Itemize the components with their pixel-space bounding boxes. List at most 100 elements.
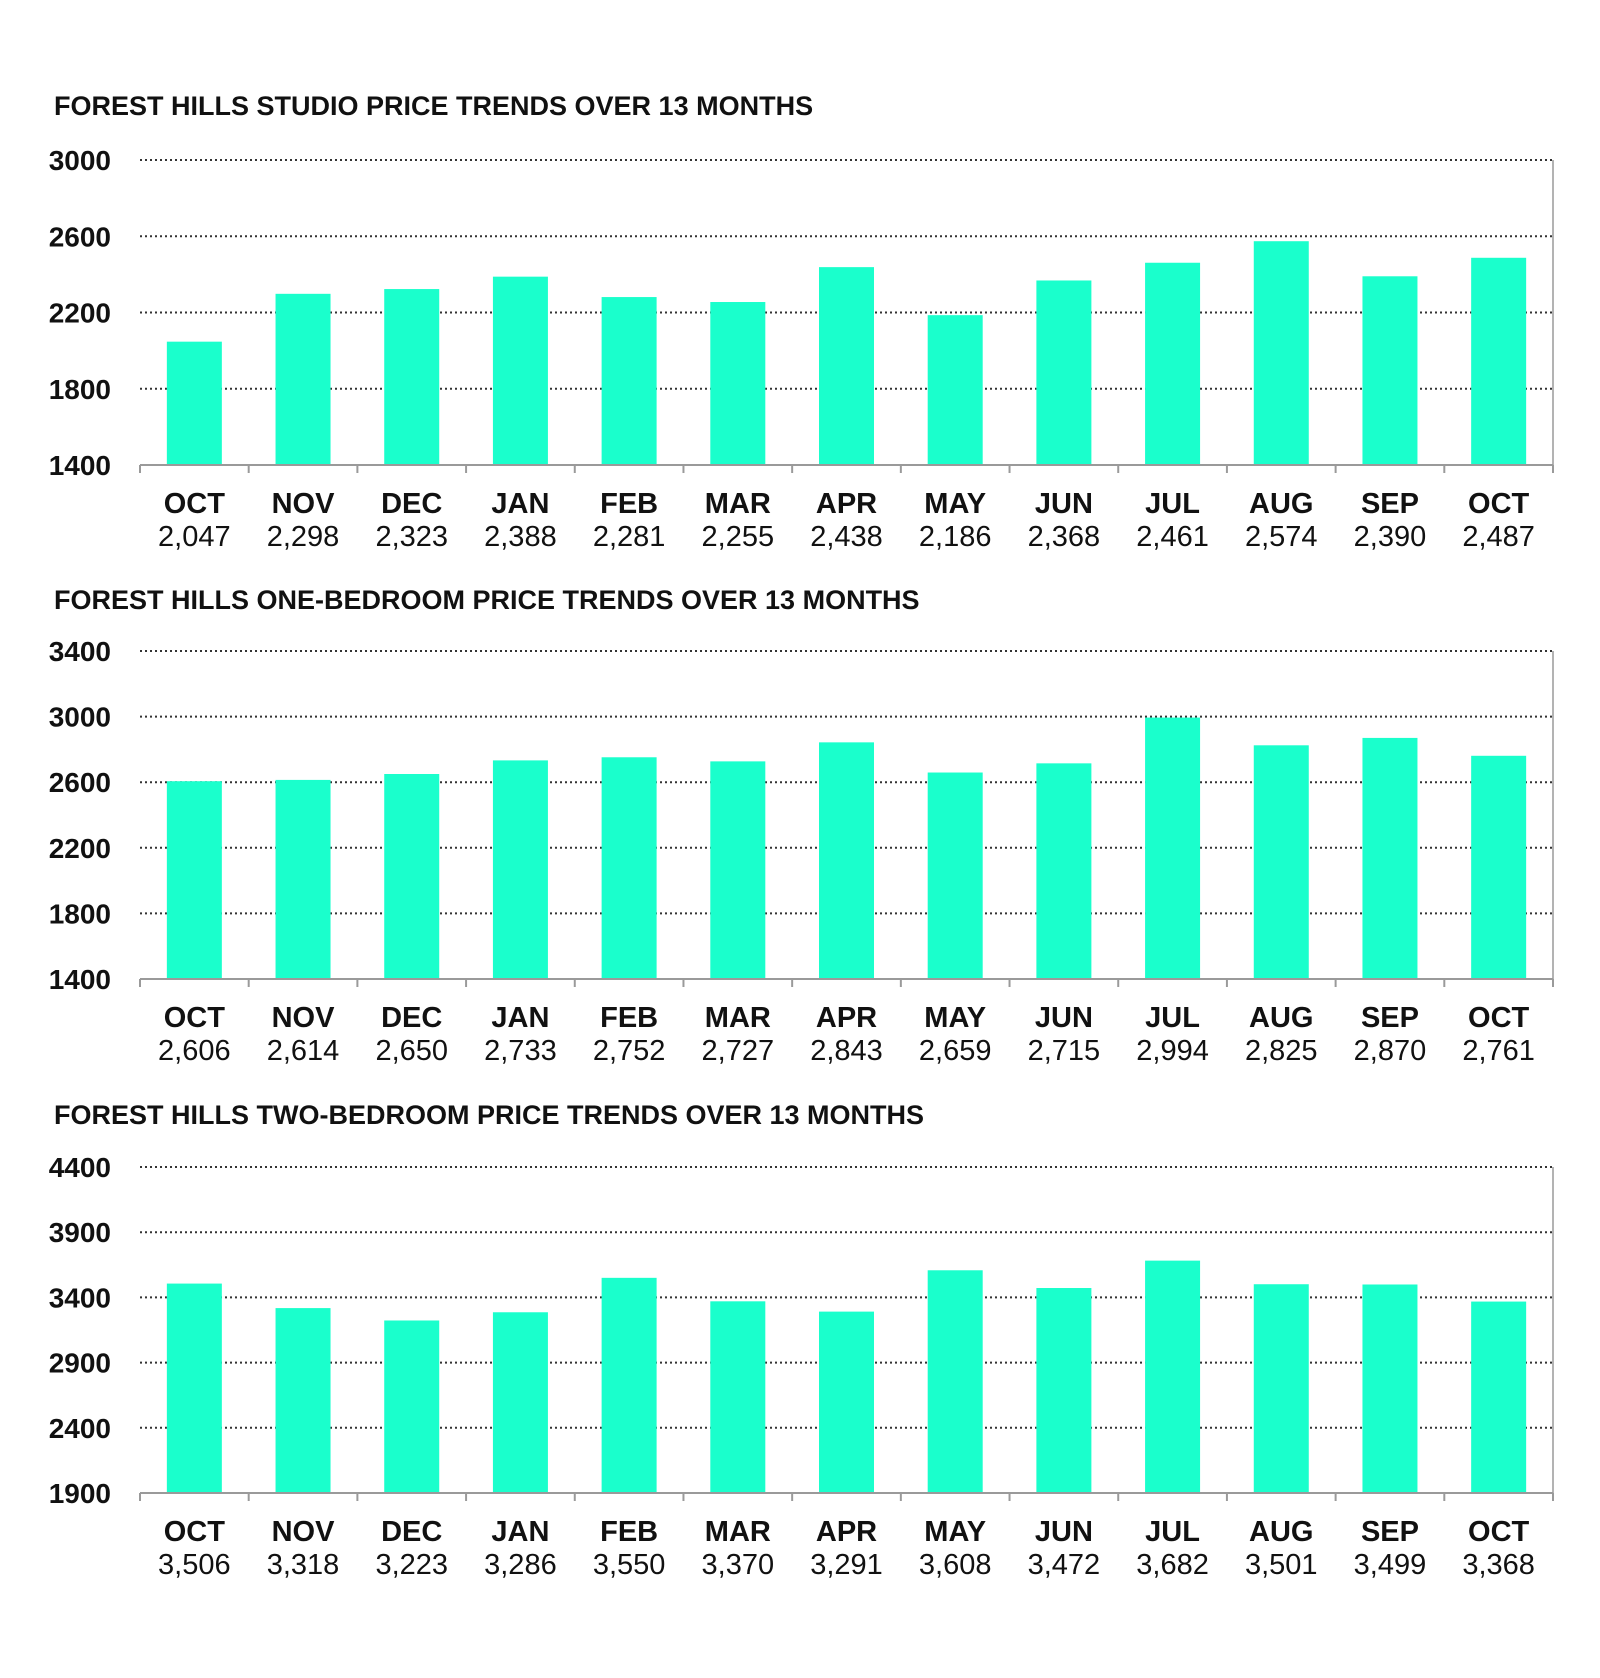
x-category-label: MAR (705, 1516, 771, 1548)
bar-oct-13 (1471, 257, 1527, 465)
x-category-label: SEP (1361, 1516, 1419, 1548)
x-category-label: OCT (1468, 488, 1530, 520)
x-category-label: AUG (1249, 488, 1313, 520)
x-category-label: NOV (272, 488, 336, 520)
x-value-label: 2,752 (593, 1035, 666, 1067)
x-value-label: 3,368 (1462, 1549, 1535, 1581)
bar-apr-7 (819, 267, 874, 465)
y-tick-label: 1800 (49, 898, 111, 929)
bar-mar-6 (710, 761, 766, 979)
bar-feb-5 (601, 297, 657, 465)
x-category-label: SEP (1361, 1002, 1419, 1034)
y-tick-label: 1900 (49, 1478, 111, 1509)
x-category-label: JUN (1035, 488, 1093, 520)
x-category-label: MAR (705, 1002, 771, 1034)
bar-may-8 (927, 1270, 983, 1493)
x-category-label: APR (816, 1516, 877, 1548)
bar-apr-7 (819, 742, 874, 979)
y-tick-label: 2200 (49, 833, 111, 864)
y-tick-label: 3000 (49, 145, 111, 176)
x-value-label: 2,186 (919, 521, 992, 553)
x-category-label: OCT (1468, 1002, 1530, 1034)
x-value-label: 3,499 (1354, 1549, 1427, 1581)
bar-oct-13 (1471, 1301, 1527, 1493)
x-category-label: DEC (381, 488, 442, 520)
chart-panel-2: FOREST HILLS ONE-BEDROOM PRICE TRENDS OV… (49, 585, 1554, 1067)
x-category-label: DEC (381, 1516, 442, 1548)
x-category-label: NOV (272, 1516, 336, 1548)
bar-oct-1 (166, 781, 222, 979)
chart-title: FOREST HILLS STUDIO PRICE TRENDS OVER 13… (54, 91, 813, 121)
x-value-label: 2,438 (810, 521, 883, 553)
bar-dec-3 (384, 774, 440, 979)
bar-jun-9 (1036, 1288, 1092, 1493)
y-tick-label: 3000 (49, 702, 111, 733)
x-value-label: 2,825 (1245, 1035, 1318, 1067)
y-tick-label: 3900 (49, 1217, 111, 1248)
chart-panel-3: FOREST HILLS TWO-BEDROOM PRICE TRENDS OV… (49, 1100, 1554, 1581)
x-category-label: MAY (924, 1002, 986, 1034)
y-tick-label: 3400 (49, 1282, 111, 1313)
x-value-label: 3,291 (810, 1549, 883, 1581)
y-tick-label: 3400 (49, 636, 111, 667)
x-value-label: 2,761 (1462, 1035, 1535, 1067)
y-tick-label: 1800 (49, 374, 111, 405)
y-tick-label: 1400 (49, 450, 111, 481)
chart-title: FOREST HILLS TWO-BEDROOM PRICE TRENDS OV… (54, 1100, 924, 1130)
bar-feb-5 (601, 757, 657, 979)
x-category-label: MAY (924, 488, 986, 520)
x-value-label: 3,506 (158, 1549, 231, 1581)
x-value-label: 2,733 (484, 1035, 557, 1067)
bar-jul-10 (1145, 717, 1201, 979)
bar-jul-10 (1145, 1260, 1201, 1493)
x-category-label: MAY (924, 1516, 986, 1548)
bar-nov-2 (275, 1308, 331, 1493)
x-value-label: 2,255 (702, 521, 775, 553)
bar-mar-6 (710, 302, 766, 465)
x-value-label: 3,472 (1028, 1549, 1101, 1581)
x-value-label: 2,574 (1245, 521, 1318, 553)
bar-sep-12 (1362, 276, 1418, 465)
x-value-label: 3,682 (1136, 1549, 1209, 1581)
y-tick-label: 4400 (49, 1152, 111, 1183)
bar-nov-2 (275, 779, 331, 979)
x-category-label: OCT (1468, 1516, 1530, 1548)
chart-title: FOREST HILLS ONE-BEDROOM PRICE TRENDS OV… (54, 585, 920, 615)
bar-jun-9 (1036, 763, 1092, 979)
x-value-label: 2,650 (375, 1035, 448, 1067)
x-category-label: JUL (1145, 1002, 1200, 1034)
x-category-label: MAR (705, 488, 771, 520)
x-value-label: 2,659 (919, 1035, 992, 1067)
x-category-label: FEB (600, 488, 658, 520)
bar-jan-4 (492, 1312, 548, 1493)
x-category-label: APR (816, 488, 877, 520)
bar-oct-1 (166, 1283, 222, 1493)
x-category-label: SEP (1361, 488, 1419, 520)
x-value-label: 3,286 (484, 1549, 557, 1581)
x-category-label: OCT (164, 1516, 226, 1548)
x-value-label: 3,318 (267, 1549, 340, 1581)
y-tick-label: 2900 (49, 1348, 111, 1379)
bar-aug-11 (1253, 241, 1309, 465)
x-value-label: 2,715 (1028, 1035, 1101, 1067)
bar-aug-11 (1253, 745, 1309, 979)
bar-may-8 (927, 315, 983, 465)
x-value-label: 3,550 (593, 1549, 666, 1581)
bar-mar-6 (710, 1301, 766, 1493)
x-value-label: 2,298 (267, 521, 340, 553)
x-category-label: JAN (491, 488, 549, 520)
x-category-label: AUG (1249, 1002, 1313, 1034)
x-category-label: DEC (381, 1002, 442, 1034)
x-value-label: 3,608 (919, 1549, 992, 1581)
bar-dec-3 (384, 289, 440, 465)
x-value-label: 2,281 (593, 521, 666, 553)
x-value-label: 2,727 (702, 1035, 775, 1067)
x-category-label: JUN (1035, 1516, 1093, 1548)
bar-jan-4 (492, 760, 548, 979)
bar-nov-2 (275, 293, 331, 465)
x-value-label: 2,487 (1462, 521, 1535, 553)
x-category-label: FEB (600, 1002, 658, 1034)
y-tick-label: 2600 (49, 221, 111, 252)
x-category-label: JAN (491, 1516, 549, 1548)
bar-oct-1 (166, 341, 222, 465)
